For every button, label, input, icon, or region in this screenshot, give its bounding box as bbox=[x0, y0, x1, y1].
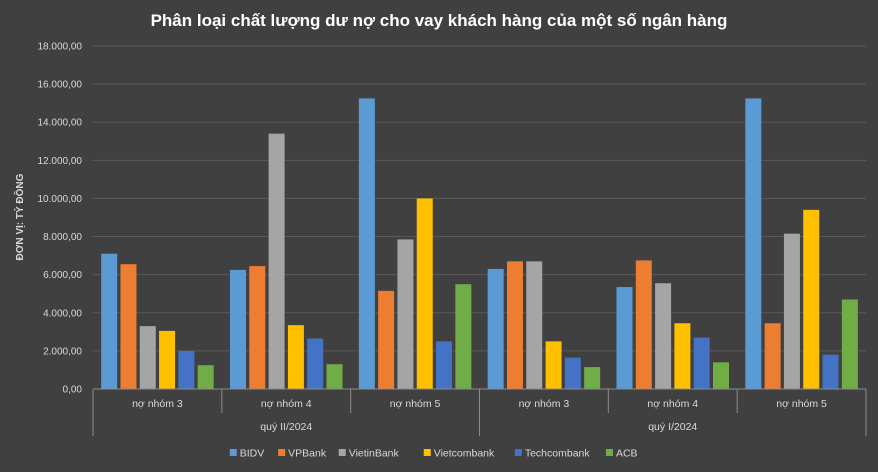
legend-swatch-techcombank bbox=[514, 449, 522, 456]
chart-title: Phân loại chất lượng dư nợ cho vay khách… bbox=[151, 11, 728, 30]
bar-techcombank bbox=[178, 350, 195, 389]
bar-vpbank bbox=[249, 266, 266, 389]
y-tick-label: 6.000,00 bbox=[43, 270, 82, 281]
y-tick-label: 10.000,00 bbox=[38, 194, 83, 205]
bar-vpbank bbox=[635, 260, 652, 389]
bar-techcombank bbox=[436, 341, 453, 389]
legend-label: VietinBank bbox=[349, 448, 400, 460]
bar-vpbank bbox=[120, 264, 137, 389]
legend-label: VPBank bbox=[288, 448, 327, 460]
bar-bidv bbox=[358, 98, 375, 390]
bars bbox=[101, 98, 858, 390]
bar-vietcombank bbox=[545, 341, 562, 389]
legend-label: Vietcombank bbox=[434, 448, 495, 460]
bar-bidv bbox=[101, 253, 118, 389]
legend-swatch-acb bbox=[605, 449, 613, 456]
bar-techcombank bbox=[307, 338, 324, 389]
bar-acb bbox=[197, 365, 214, 389]
y-tick-label: 4.000,00 bbox=[43, 308, 82, 319]
bar-bidv bbox=[487, 268, 504, 389]
bar-acb bbox=[713, 362, 729, 389]
bar-vpbank bbox=[378, 290, 395, 389]
bar-vietcombank bbox=[674, 323, 691, 389]
bar-acb bbox=[326, 364, 343, 389]
legend-swatch-vietinbank bbox=[338, 449, 346, 456]
x-category-label: nợ nhóm 5 bbox=[390, 398, 441, 410]
bar-vietinbank bbox=[655, 283, 672, 389]
x-group-label: quý II/2024 bbox=[260, 421, 312, 433]
bar-vietinbank bbox=[526, 261, 543, 389]
x-category-label: nợ nhóm 4 bbox=[647, 398, 698, 410]
bar-acb bbox=[841, 299, 858, 389]
bar-vietinbank bbox=[268, 133, 285, 389]
bar-vietinbank bbox=[139, 326, 156, 389]
bar-vietinbank bbox=[783, 233, 800, 389]
bar-techcombank bbox=[564, 357, 581, 389]
legend-label: Techcombank bbox=[525, 448, 591, 460]
bar-vietcombank bbox=[287, 325, 304, 389]
legend: BIDV VPBank VietinBank Vietcombank Techcomba… bbox=[229, 448, 638, 460]
y-axis-ticks: 0,00 2.000,00 4.000,00 6.000,00 8.000,00 10.0… bbox=[38, 42, 83, 396]
y-tick-label: 12.000,00 bbox=[38, 156, 83, 167]
x-category-label: nợ nhóm 4 bbox=[261, 398, 312, 410]
x-category-label: nợ nhóm 3 bbox=[132, 398, 183, 410]
bar-bidv bbox=[745, 98, 762, 390]
x-group-label: quý I/2024 bbox=[648, 421, 697, 433]
legend-swatch-bidv bbox=[229, 449, 237, 456]
x-category-label: nợ nhóm 3 bbox=[519, 398, 570, 410]
bar-vietcombank bbox=[416, 198, 433, 389]
y-tick-label: 18.000,00 bbox=[38, 42, 83, 53]
legend-swatch-vpbank bbox=[278, 449, 286, 456]
bar-bidv bbox=[616, 287, 633, 389]
legend-label: ACB bbox=[616, 448, 638, 460]
bar-techcombank bbox=[822, 354, 839, 389]
bar-vpbank bbox=[764, 323, 781, 389]
gridlines bbox=[93, 45, 866, 352]
y-axis-label: ĐƠN VỊ: TỶ ĐỒNG bbox=[13, 173, 26, 260]
bar-vpbank bbox=[506, 261, 523, 389]
bar-acb bbox=[584, 367, 601, 389]
y-tick-label: 8.000,00 bbox=[43, 232, 82, 243]
bar-vietcombank bbox=[159, 330, 176, 389]
y-tick-label: 14.000,00 bbox=[38, 118, 83, 129]
y-tick-label: 16.000,00 bbox=[38, 80, 83, 91]
legend-swatch-vietcombank bbox=[423, 449, 431, 456]
y-tick-label: 0,00 bbox=[63, 385, 83, 396]
x-category-label: nợ nhóm 5 bbox=[776, 398, 827, 410]
legend-label: BIDV bbox=[240, 448, 265, 460]
bar-vietcombank bbox=[803, 209, 820, 389]
bar-techcombank bbox=[693, 337, 710, 389]
bar-vietinbank bbox=[397, 239, 414, 389]
bar-bidv bbox=[230, 269, 246, 389]
x-axis: nợ nhóm 3 nợ nhóm 4 nợ nhóm 5 nợ nhóm 3 nợ n… bbox=[92, 388, 867, 436]
bar-acb bbox=[455, 284, 472, 389]
y-tick-label: 2.000,00 bbox=[43, 346, 82, 357]
